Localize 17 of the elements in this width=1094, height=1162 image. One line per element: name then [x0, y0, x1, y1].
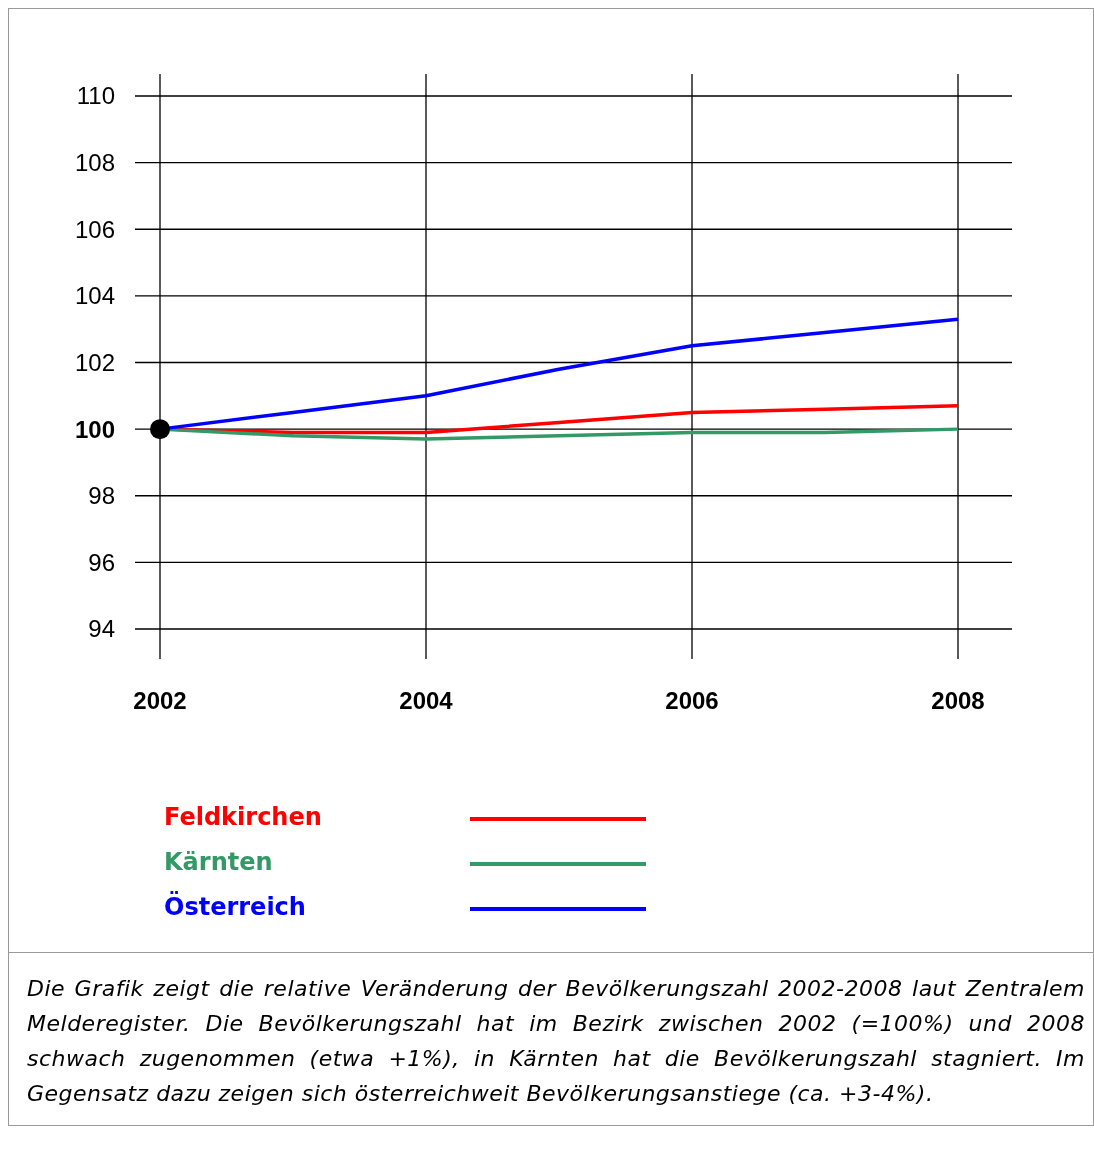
x-tick-label: 2006: [665, 687, 719, 714]
y-tick-label: 106: [74, 215, 115, 243]
y-tick-label: 94: [88, 615, 115, 643]
y-tick-label: 96: [88, 548, 115, 576]
text: Kärnten: [164, 848, 273, 877]
text: Österreich: [164, 891, 306, 922]
y-tick-label: 98: [88, 482, 115, 510]
y-tick-label: 104: [74, 282, 115, 310]
y-tick-label: 102: [74, 348, 115, 376]
x-tick-label: 2002: [133, 687, 187, 714]
y-tick-label: 108: [74, 149, 115, 177]
text: Feldkirchen: [164, 803, 322, 832]
x-tick-label: 2004: [399, 687, 454, 714]
y-tick-label: 100: [74, 415, 115, 443]
y-tick-label: 110: [76, 82, 115, 110]
x-tick-label: 2008: [931, 687, 985, 714]
text: Die Grafik zeigt die relative Veränderung der Bevölkerungszahl 2002-2008 laut Zentralem Melderegister. Die Bevölkerungszahl hat im Bezirk zwischen 2002 (=100%) und 2008 schwach zugenommen (etwa +1%), in Kärnten hat die Bevölkerungszahl stagniert. Im Gegensatz dazu zeigen sich österreichweit Bevölkerungsanstiege (ca. +3-4%).: [8, 953, 1094, 1126]
